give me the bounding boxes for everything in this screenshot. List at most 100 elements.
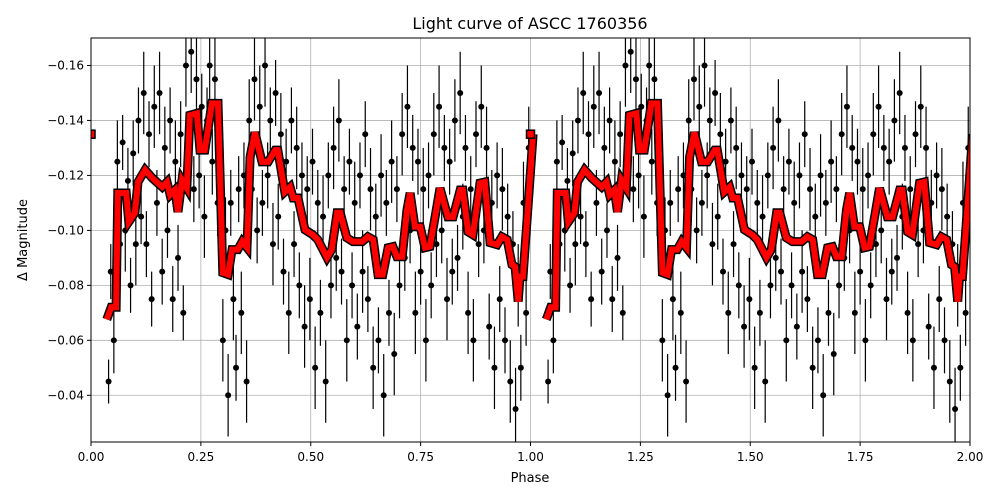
data-point	[690, 76, 697, 83]
data-point	[756, 309, 763, 316]
data-point	[585, 131, 592, 138]
data-point	[751, 364, 758, 371]
data-point	[343, 337, 350, 344]
data-point	[833, 186, 840, 193]
data-point	[132, 241, 139, 248]
data-point	[720, 268, 727, 275]
data-point	[788, 282, 795, 289]
data-point	[675, 186, 682, 193]
data-point	[243, 378, 250, 385]
data-point	[611, 158, 618, 165]
data-point	[499, 186, 506, 193]
data-point	[746, 296, 753, 303]
data-point	[211, 76, 218, 83]
y-tick-label: −0.10	[47, 223, 84, 237]
data-point	[146, 131, 153, 138]
data-point	[588, 296, 595, 303]
data-point	[206, 62, 213, 69]
data-point	[457, 89, 464, 96]
data-point	[262, 62, 269, 69]
data-point	[875, 103, 882, 110]
data-point	[630, 186, 637, 193]
data-point	[333, 254, 340, 261]
data-point	[159, 268, 166, 275]
data-point	[367, 186, 374, 193]
data-point	[412, 309, 419, 316]
data-point	[441, 144, 448, 151]
data-point	[667, 199, 674, 206]
data-point	[862, 337, 869, 344]
data-point	[849, 144, 856, 151]
data-point	[114, 158, 121, 165]
data-point	[425, 172, 432, 179]
data-point	[596, 89, 603, 96]
data-point	[712, 89, 719, 96]
data-point	[567, 282, 574, 289]
data-point	[378, 172, 385, 179]
data-point	[190, 186, 197, 193]
data-point	[275, 213, 282, 220]
data-point	[465, 309, 472, 316]
data-point	[110, 337, 117, 344]
data-point	[780, 186, 787, 193]
x-tick-label: 1.50	[737, 450, 764, 464]
y-tick-label: −0.06	[47, 333, 84, 347]
data-point	[553, 158, 560, 165]
data-point	[293, 144, 300, 151]
x-tick-label: 0.00	[78, 450, 105, 464]
data-point	[523, 309, 530, 316]
data-point	[859, 186, 866, 193]
data-point	[843, 103, 850, 110]
data-point	[799, 268, 806, 275]
data-point	[701, 62, 708, 69]
data-point	[564, 177, 571, 184]
data-point	[354, 323, 361, 330]
data-point	[601, 144, 608, 151]
data-point	[870, 131, 877, 138]
data-point	[314, 199, 321, 206]
data-point	[957, 364, 964, 371]
data-point	[727, 117, 734, 124]
data-point	[269, 241, 276, 248]
data-point	[414, 158, 421, 165]
chart-title: Light curve of ASCC 1760356	[412, 14, 647, 33]
data-point	[309, 158, 316, 165]
data-point	[507, 378, 514, 385]
data-point	[807, 186, 814, 193]
data-point	[793, 323, 800, 330]
data-point	[238, 309, 245, 316]
data-point	[264, 172, 271, 179]
data-point	[494, 172, 501, 179]
data-point	[762, 378, 769, 385]
data-point	[438, 227, 445, 234]
data-point	[809, 364, 816, 371]
data-point	[814, 337, 821, 344]
data-point	[915, 241, 922, 248]
data-point	[754, 199, 761, 206]
data-point	[888, 268, 895, 275]
data-point	[772, 254, 779, 261]
data-point	[791, 199, 798, 206]
data-point	[693, 227, 700, 234]
data-point	[880, 144, 887, 151]
data-point	[209, 158, 216, 165]
data-point	[577, 213, 584, 220]
data-point	[322, 378, 329, 385]
data-point	[151, 103, 158, 110]
data-point	[169, 296, 176, 303]
data-point	[436, 103, 443, 110]
data-point	[267, 117, 274, 124]
data-point	[285, 309, 292, 316]
data-point	[627, 48, 634, 55]
data-point	[812, 213, 819, 220]
binned-curve-line	[103, 100, 537, 321]
data-point	[933, 172, 940, 179]
data-point	[148, 296, 155, 303]
data-point	[559, 139, 566, 146]
data-point	[451, 117, 458, 124]
data-point	[820, 392, 827, 399]
data-point	[709, 241, 716, 248]
data-point	[177, 131, 184, 138]
data-point	[764, 172, 771, 179]
data-point	[470, 337, 477, 344]
